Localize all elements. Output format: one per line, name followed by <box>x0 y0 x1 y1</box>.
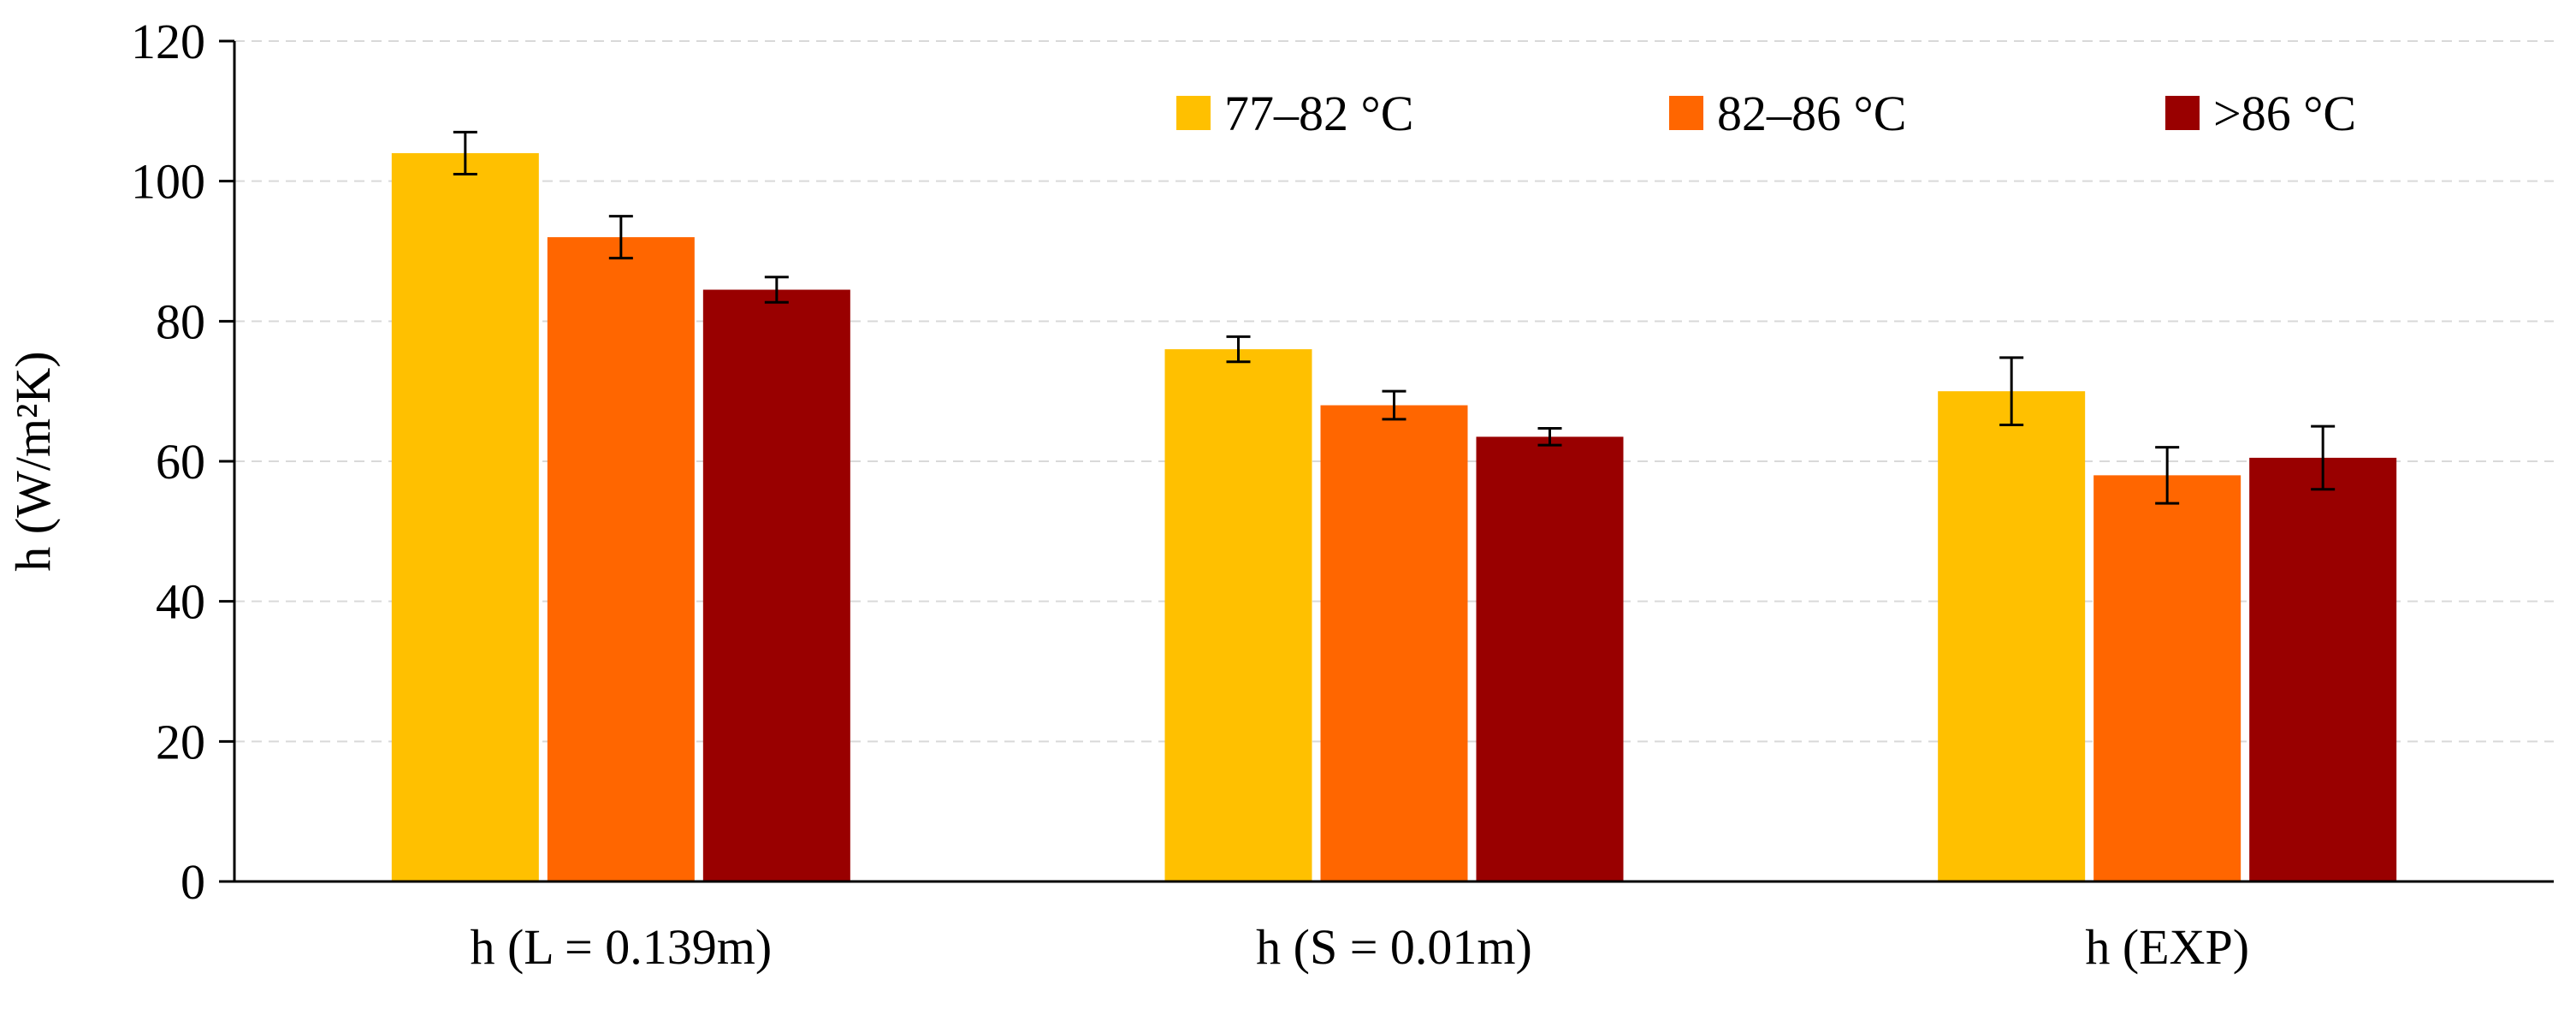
legend-swatch <box>1176 96 1211 130</box>
bars <box>391 152 2397 882</box>
legend-label: 82–86 °C <box>1717 86 1906 141</box>
error-bars <box>453 130 2336 505</box>
x-tick-label: h (S = 0.01m) <box>1256 919 1532 975</box>
x-tick-labels: h (L = 0.139m) h (S = 0.01m) h (EXP) <box>470 919 2249 975</box>
y-tick-label: 0 <box>181 854 205 910</box>
y-tick-label: 80 <box>156 294 205 349</box>
x-tick-label: h (L = 0.139m) <box>470 919 772 975</box>
y-tick-label: 60 <box>156 434 205 490</box>
bar <box>1476 436 1624 881</box>
legend-swatch <box>1669 96 1703 130</box>
y-ticks: 0 20 40 60 80 100 120 <box>131 14 234 910</box>
bar <box>702 289 850 882</box>
legend: 77–82 °C 82–86 °C >86 °C <box>1176 86 2356 141</box>
y-tick-label: 20 <box>156 714 205 769</box>
bar <box>547 237 695 882</box>
y-tick-label: 40 <box>156 574 205 630</box>
bar <box>1164 349 1312 882</box>
bar <box>2249 457 2397 881</box>
bar <box>2093 475 2241 881</box>
bar <box>1938 391 2086 882</box>
legend-swatch <box>2165 96 2200 130</box>
y-tick-label: 120 <box>131 14 205 69</box>
bar <box>391 152 539 881</box>
bar <box>1320 405 1468 881</box>
y-tick-label: 100 <box>131 154 205 210</box>
legend-label: >86 °C <box>2213 86 2356 141</box>
y-axis-title: h (W/m²K) <box>5 351 61 571</box>
legend-label: 77–82 °C <box>1224 86 1413 141</box>
x-tick-label: h (EXP) <box>2085 919 2249 975</box>
